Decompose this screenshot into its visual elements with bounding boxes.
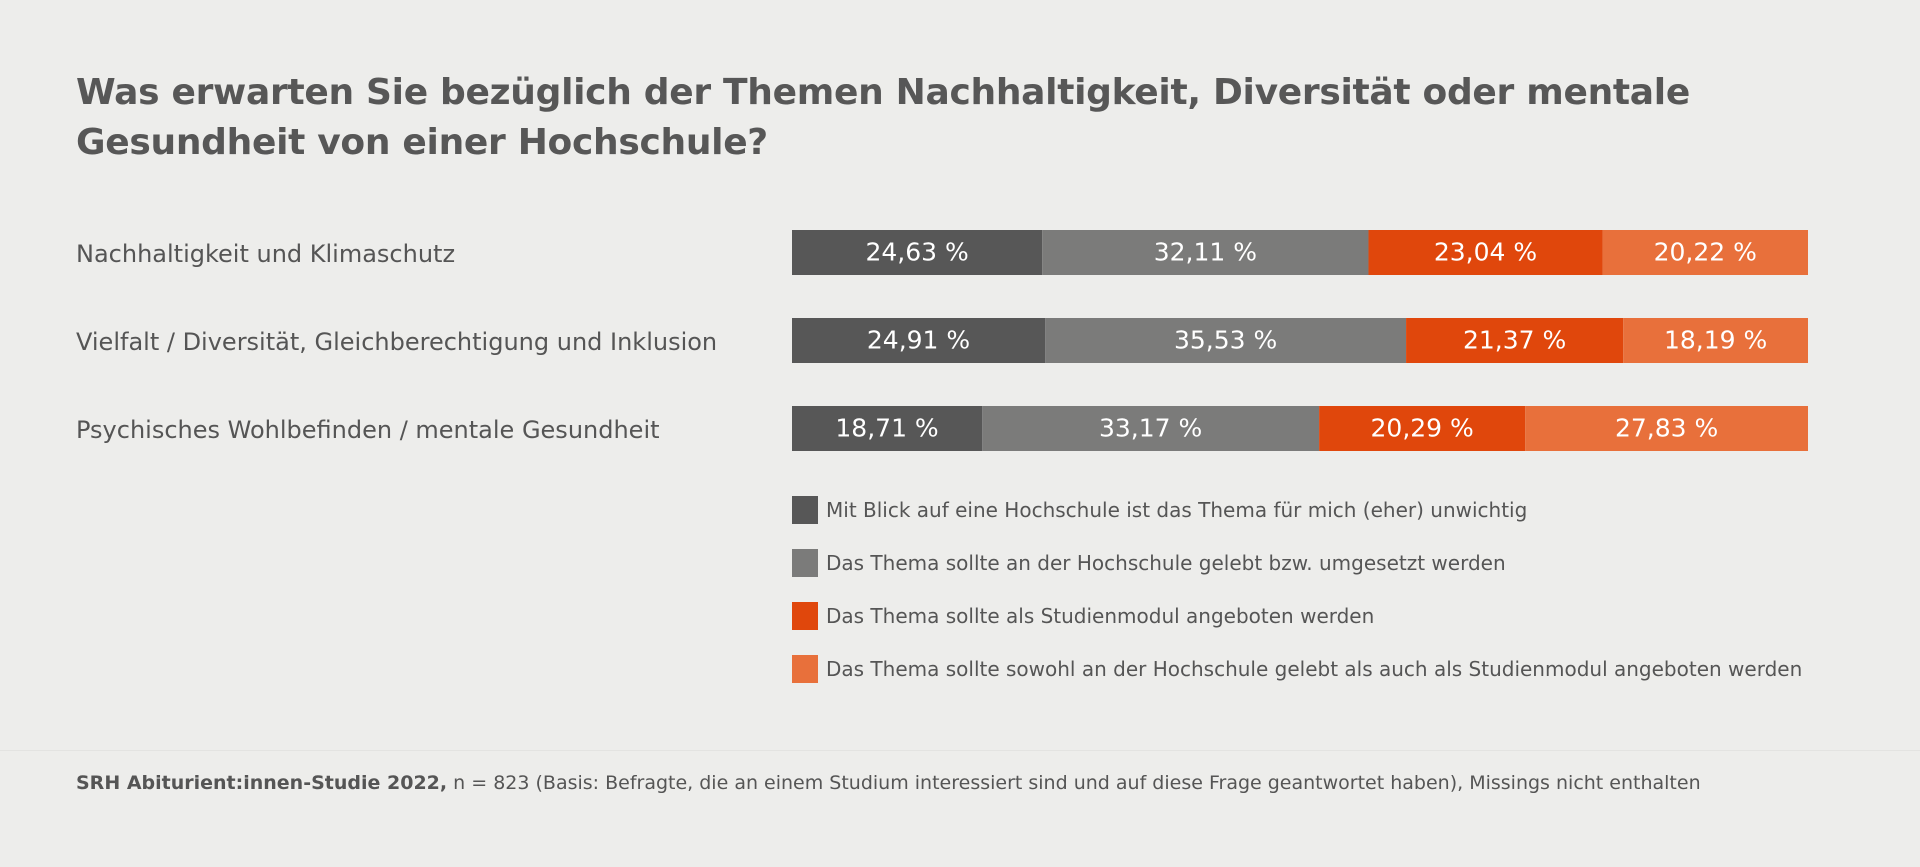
bar-segment — [792, 406, 983, 451]
bar-segment — [1525, 406, 1808, 451]
legend-label: Das Thema sollte an der Hochschule geleb… — [826, 551, 1506, 575]
legend-item: Das Thema sollte an der Hochschule geleb… — [792, 549, 1506, 577]
category-label: Vielfalt / Diversität, Gleichberechtigun… — [76, 328, 718, 356]
bar-segment — [1042, 230, 1369, 275]
legend-item: Das Thema sollte als Studienmodul angebo… — [792, 602, 1374, 630]
bar-segment — [1602, 230, 1808, 275]
bar-value-label: 20,22 % — [1654, 238, 1757, 267]
legend-swatch — [792, 549, 818, 577]
chart-title: Was erwarten Sie bezüglich der Themen Na… — [76, 72, 1690, 163]
bar-value-label: 20,29 % — [1371, 414, 1474, 443]
footer-note: SRH Abiturient:innen-Studie 2022, n = 82… — [76, 770, 1896, 796]
legend-swatch — [792, 602, 818, 630]
footer-divider — [0, 750, 1920, 751]
bar-value-label: 35,53 % — [1174, 326, 1277, 355]
bar-segment — [1319, 406, 1526, 451]
category-label: Nachhaltigkeit und Klimaschutz — [76, 240, 456, 268]
bar-value-label: 18,19 % — [1664, 326, 1767, 355]
bar-value-label: 21,37 % — [1463, 326, 1566, 355]
legend-swatch — [792, 496, 818, 524]
legend-label: Das Thema sollte sowohl an der Hochschul… — [826, 657, 1803, 681]
bar-value-label: 18,71 % — [835, 414, 938, 443]
footer-source: SRH Abiturient:innen-Studie 2022, — [76, 772, 448, 794]
legend-label: Mit Blick auf eine Hochschule ist das Th… — [826, 498, 1528, 522]
bar-value-label: 33,17 % — [1099, 414, 1202, 443]
bar-segment — [792, 230, 1043, 275]
footer-sample-note: n = 823 (Basis: Befragte, die an einem S… — [447, 772, 1701, 794]
bar-segment — [1045, 318, 1407, 363]
bar-segment — [792, 318, 1046, 363]
bar-segment — [1406, 318, 1624, 363]
bar-segment — [1368, 230, 1603, 275]
legend-label: Das Thema sollte als Studienmodul angebo… — [826, 604, 1375, 628]
legend-swatch — [792, 655, 818, 683]
legend-item: Mit Blick auf eine Hochschule ist das Th… — [792, 496, 1527, 524]
bar-segment — [982, 406, 1320, 451]
legend-item: Das Thema sollte sowohl an der Hochschul… — [792, 655, 1802, 683]
bar-value-label: 23,04 % — [1434, 238, 1537, 267]
category-label: Psychisches Wohlbefinden / mentale Gesun… — [76, 416, 660, 444]
bar-segment — [1623, 318, 1808, 363]
bar-value-label: 24,63 % — [865, 238, 968, 267]
bar-value-label: 27,83 % — [1615, 414, 1718, 443]
bar-value-label: 24,91 % — [867, 326, 970, 355]
bar-value-label: 32,11 % — [1154, 238, 1257, 267]
